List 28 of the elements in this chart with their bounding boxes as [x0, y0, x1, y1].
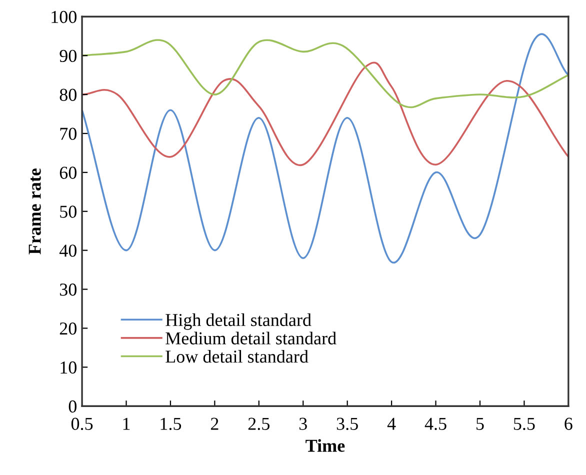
y-tick-label: 80 — [60, 88, 76, 101]
y-tick-label: 20 — [60, 322, 76, 335]
x-tick-label: 1.5 — [160, 418, 182, 430]
x-axis-title: Time — [306, 439, 345, 452]
y-axis-title: Frame rate — [28, 168, 41, 254]
y-tick-label: 70 — [60, 128, 76, 140]
y-tick-label: 100 — [52, 10, 76, 24]
y-tick-label: 50 — [60, 206, 76, 218]
y-tick-label: 40 — [59, 244, 76, 257]
y-tick-label: 0 — [68, 400, 76, 413]
x-tick-label: 3 — [299, 418, 307, 430]
x-tick-label: 0.5 — [71, 418, 93, 430]
legend-label: Medium detail standard — [166, 332, 336, 344]
y-tick-label: 30 — [60, 284, 76, 296]
x-tick-label: 5.5 — [514, 418, 535, 430]
x-tick-label: 4 — [387, 418, 396, 430]
x-tick-label: 4.5 — [424, 418, 446, 430]
x-tick-label: 6 — [564, 418, 572, 430]
legend-label: High detail standard — [166, 313, 312, 330]
x-tick-label: 2.5 — [248, 418, 270, 430]
y-tick-label: 60 — [60, 166, 76, 179]
x-tick-label: 1 — [123, 418, 130, 430]
legend-label: Low detail standard — [166, 350, 308, 363]
x-tick-label: 5 — [476, 418, 484, 430]
x-tick-label: 3.5 — [336, 418, 358, 430]
x-tick-label: 2 — [210, 418, 218, 430]
y-tick-label: 90 — [60, 50, 76, 62]
y-tick-label: 10 — [60, 361, 76, 374]
